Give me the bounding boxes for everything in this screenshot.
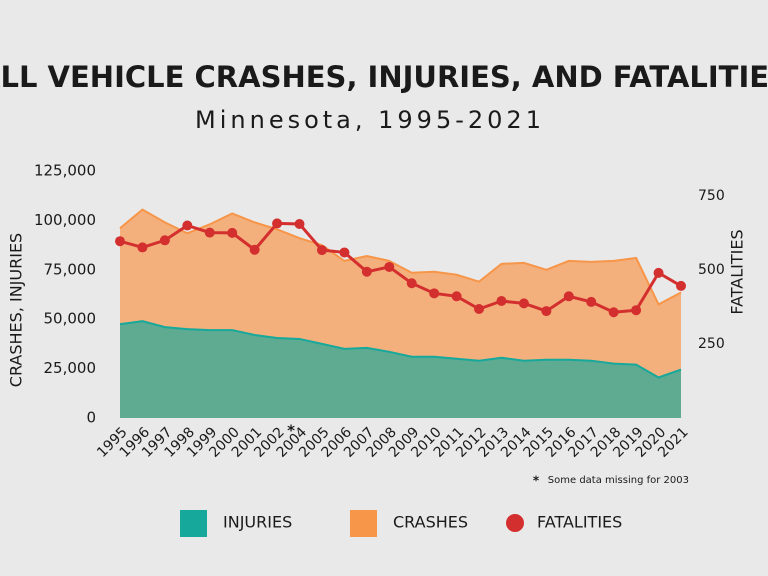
point [406, 278, 417, 289]
point [451, 291, 462, 302]
point [294, 219, 305, 230]
y2-axis-label: FATALITIES [728, 229, 747, 314]
point [653, 267, 664, 278]
legend-label: INJURIES [223, 513, 292, 532]
point [137, 242, 148, 253]
point [608, 307, 619, 318]
point [115, 236, 125, 247]
chart-title: ALL VEHICLE CRASHES, INJURIES, AND FATAL… [0, 60, 768, 94]
point [159, 235, 170, 246]
point [384, 261, 395, 272]
legend-marker [350, 510, 377, 537]
legend-label: FATALITIES [537, 513, 622, 532]
y2-tick-label: 750 [698, 188, 725, 204]
point [541, 306, 552, 317]
footnote-marker: * [287, 422, 295, 440]
point [474, 304, 485, 315]
footnote: Some data missing for 2003 [548, 475, 689, 486]
y-tick-label: 25,000 [44, 359, 97, 377]
point [316, 245, 327, 256]
y2-tick-label: 500 [698, 262, 725, 278]
y-tick-label: 0 [86, 409, 96, 427]
legend-marker [180, 510, 207, 537]
point [339, 247, 350, 258]
point [563, 291, 574, 302]
area-edge [119, 208, 682, 306]
y-tick-label: 100,000 [34, 211, 96, 229]
point [249, 244, 260, 255]
point [361, 266, 372, 277]
point [496, 296, 507, 307]
point [676, 280, 686, 291]
legend-label: CRASHES [393, 513, 468, 532]
area [120, 321, 681, 418]
y-axis-label: CRASHES, INJURIES [7, 233, 26, 387]
point [204, 227, 215, 238]
y-tick-label: 125,000 [34, 162, 96, 180]
point [631, 305, 642, 316]
legend-marker [506, 514, 524, 532]
chart-subtitle: Minnesota, 1995-2021 [195, 106, 545, 134]
area-edge [119, 320, 682, 379]
footnote-marker: * [533, 474, 540, 488]
y2-tick-label: 250 [698, 336, 725, 352]
point [272, 218, 283, 229]
point [429, 288, 440, 299]
y-tick-label: 75,000 [44, 260, 97, 278]
point [227, 227, 238, 238]
point [182, 220, 193, 231]
y-tick-label: 50,000 [44, 310, 97, 328]
point [518, 298, 529, 309]
point [586, 296, 597, 307]
